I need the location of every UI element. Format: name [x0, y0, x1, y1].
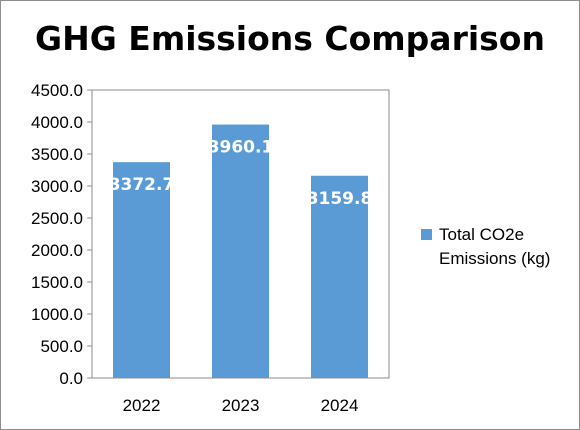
y-tick-label: 2500.0 — [31, 209, 83, 228]
data-label: 3960.1 — [208, 138, 274, 158]
y-tick-label: 3000.0 — [31, 177, 83, 196]
x-tick-label: 2022 — [123, 396, 161, 415]
x-tick-label: 2024 — [321, 396, 359, 415]
data-label: 3159.8 — [307, 189, 373, 209]
y-tick-label: 4000.0 — [31, 113, 83, 132]
chart-title: GHG Emissions Comparison — [35, 19, 545, 58]
y-tick-label: 2000.0 — [31, 241, 83, 260]
x-tick-label: 2023 — [222, 396, 260, 415]
y-tick-label: 0.0 — [59, 369, 83, 388]
bar — [311, 175, 368, 378]
bar — [113, 162, 170, 378]
legend-label: Total CO2e Emissions (kg) — [439, 225, 551, 268]
y-tick-label: 1000.0 — [31, 305, 83, 324]
data-label: 3372.7 — [109, 175, 175, 195]
y-tick-label: 1500.0 — [31, 273, 83, 292]
legend-swatch — [421, 229, 432, 240]
bar — [212, 124, 269, 379]
y-tick-label: 500.0 — [40, 337, 83, 356]
y-tick-label: 3500.0 — [31, 145, 83, 164]
y-tick-label: 4500.0 — [31, 81, 83, 100]
